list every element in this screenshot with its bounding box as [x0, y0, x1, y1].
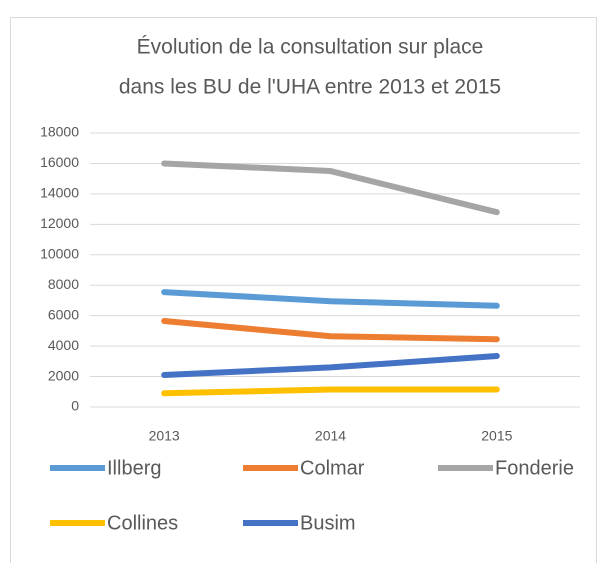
line-series: [161, 386, 500, 397]
y-tick-label: 14000: [40, 185, 79, 201]
y-tick-label: 18000: [40, 124, 79, 140]
chart-title: dans les BU de l'UHA entre 2013 et 2015: [119, 76, 501, 99]
line-series: [161, 289, 500, 309]
y-tick-label: 4000: [48, 337, 79, 353]
x-tick-label: 2014: [315, 428, 346, 444]
x-tick-label: 2015: [481, 428, 512, 444]
y-tick-label: 6000: [48, 306, 79, 322]
y-tick-label: 10000: [40, 245, 79, 261]
y-tick-label: 12000: [40, 215, 79, 231]
y-tick-label: 16000: [40, 154, 79, 170]
line-series: [161, 160, 500, 216]
line-series: [161, 317, 500, 343]
y-tick-label: 2000: [48, 367, 79, 383]
legend-label: Illberg: [107, 457, 161, 479]
legend-label: Colmar: [300, 457, 365, 479]
legend-label: Fonderie: [495, 457, 574, 479]
legend-label: Busim: [300, 512, 356, 534]
line-series: [161, 353, 500, 379]
x-tick-label: 2013: [149, 428, 180, 444]
y-tick-label: 8000: [48, 276, 79, 292]
chart-title: Évolution de la consultation sur place: [137, 36, 484, 59]
y-tick-label: 0: [71, 398, 79, 414]
chart-frame: [10, 17, 597, 563]
legend-label: Collines: [107, 512, 178, 534]
